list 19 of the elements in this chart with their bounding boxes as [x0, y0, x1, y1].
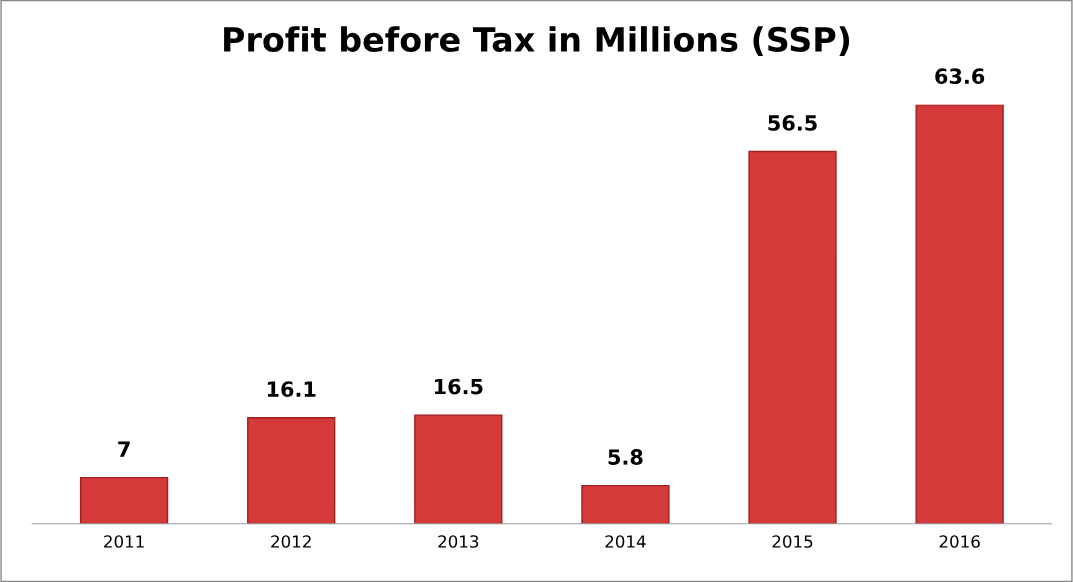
chart-title: Profit before Tax in Millions (SSP) [224, 26, 850, 56]
x-tick-label: 2015 [772, 535, 813, 548]
x-tick-label: 2011 [104, 535, 144, 548]
data-label: 7 [118, 441, 130, 457]
data-label: 63.6 [935, 68, 985, 85]
bar [915, 104, 1004, 524]
bar [414, 414, 503, 524]
x-tick-label: 2013 [438, 535, 479, 548]
bar [748, 150, 837, 524]
data-label: 16.1 [267, 381, 316, 398]
data-label: 5.8 [608, 449, 643, 465]
data-label: 56.5 [768, 115, 817, 131]
x-tick-label: 2014 [605, 535, 646, 548]
x-tick-label: 2016 [939, 535, 980, 548]
x-tick-label: 2012 [271, 535, 311, 548]
data-label: 16.5 [434, 378, 483, 395]
bar [79, 476, 169, 524]
bar [247, 417, 336, 524]
bar [581, 484, 670, 524]
